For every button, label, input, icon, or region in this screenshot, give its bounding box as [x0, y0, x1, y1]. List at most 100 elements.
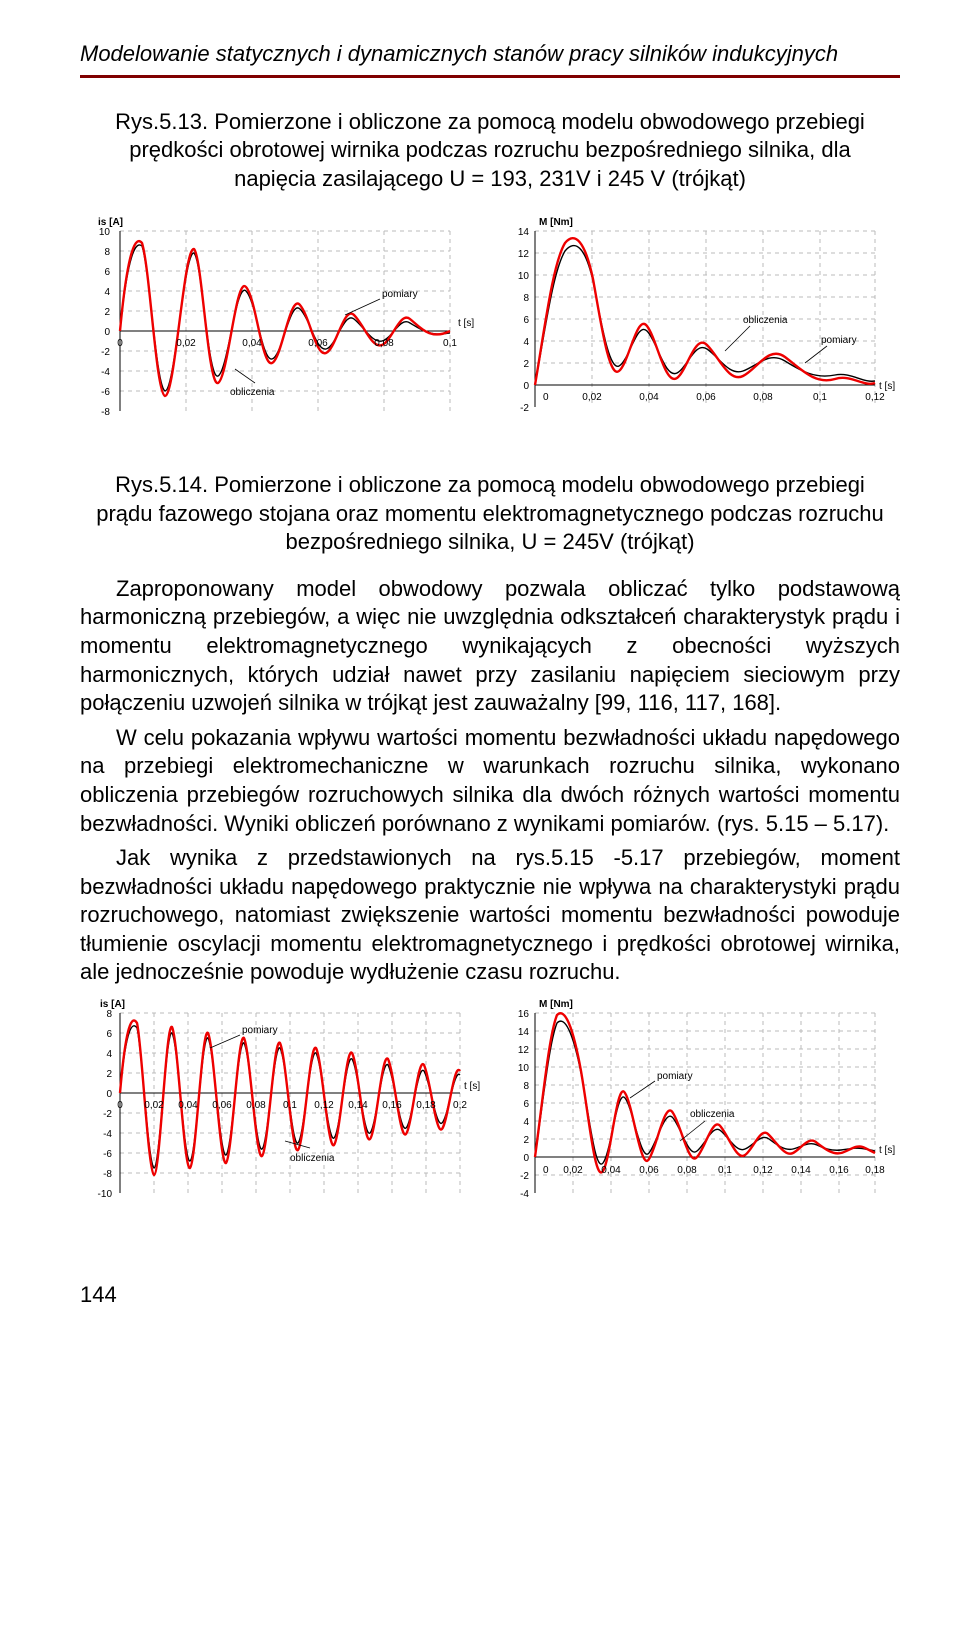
ylabel-is-2: is [A] [100, 999, 125, 1010]
svg-text:-4: -4 [520, 1189, 529, 1200]
svg-text:0,18: 0,18 [865, 1165, 885, 1176]
svg-text:-4: -4 [103, 1129, 112, 1140]
caption-2: Rys.5.14. Pomierzone i obliczone za pomo… [90, 471, 890, 557]
ylabel-M: M [Nm] [539, 217, 573, 228]
ann-obliczenia-3: obliczenia [290, 1153, 335, 1164]
svg-text:0,12: 0,12 [314, 1100, 334, 1111]
svg-text:0,04: 0,04 [178, 1100, 198, 1111]
svg-text:8: 8 [523, 1081, 529, 1092]
svg-text:-2: -2 [520, 1171, 529, 1182]
caption-2-text: Pomierzone i obliczone za pomocą modelu … [96, 472, 884, 554]
para-3: Jak wynika z przedstawionych na rys.5.15… [80, 844, 900, 987]
svg-text:2: 2 [106, 1069, 112, 1080]
svg-text:-10: -10 [98, 1189, 113, 1200]
svg-text:4: 4 [104, 287, 110, 298]
svg-text:2: 2 [523, 1135, 529, 1146]
svg-text:8: 8 [104, 247, 110, 258]
xlabel-t3: t [s] [464, 1081, 480, 1092]
svg-text:4: 4 [523, 1117, 529, 1128]
svg-text:0,08: 0,08 [374, 338, 394, 349]
ylabel-M-2: M [Nm] [539, 999, 573, 1010]
header-title: Modelowanie statycznych i dynamicznych s… [80, 40, 900, 69]
ann-pomiary-3: pomiary [242, 1025, 278, 1036]
svg-text:0,1: 0,1 [718, 1165, 732, 1176]
svg-text:0: 0 [543, 1165, 549, 1176]
svg-text:2: 2 [104, 307, 110, 318]
svg-text:0: 0 [117, 338, 123, 349]
svg-text:16: 16 [518, 1009, 530, 1020]
svg-text:2: 2 [523, 359, 529, 370]
ann-pomiary-2: pomiary [821, 335, 857, 346]
svg-text:0,08: 0,08 [753, 392, 773, 403]
svg-text:0,06: 0,06 [639, 1165, 659, 1176]
svg-text:0,08: 0,08 [246, 1100, 266, 1111]
svg-text:0: 0 [117, 1100, 123, 1111]
svg-text:-2: -2 [101, 347, 110, 358]
svg-text:12: 12 [518, 249, 530, 260]
svg-text:0,02: 0,02 [176, 338, 196, 349]
svg-text:14: 14 [518, 1027, 530, 1038]
svg-text:0: 0 [523, 1153, 529, 1164]
svg-text:0: 0 [543, 392, 549, 403]
ann-pomiary: pomiary [382, 289, 418, 300]
svg-text:8: 8 [523, 293, 529, 304]
svg-text:6: 6 [523, 315, 529, 326]
svg-text:6: 6 [104, 267, 110, 278]
svg-text:0,06: 0,06 [308, 338, 328, 349]
page-number: 144 [80, 1281, 900, 1310]
svg-text:0,1: 0,1 [443, 338, 457, 349]
svg-text:0,04: 0,04 [601, 1165, 621, 1176]
caption-2-label: Rys.5.14. [115, 472, 214, 497]
svg-text:0,2: 0,2 [453, 1100, 467, 1111]
svg-text:0: 0 [523, 381, 529, 392]
svg-text:-8: -8 [103, 1169, 112, 1180]
caption-1-label: Rys.5.13. [115, 109, 214, 134]
svg-text:0,1: 0,1 [283, 1100, 297, 1111]
svg-text:0,06: 0,06 [696, 392, 716, 403]
svg-text:6: 6 [523, 1099, 529, 1110]
chart-2-right: 16 14 12 10 8 6 4 2 0 -2 -4 0 0,02 0,04 0,06 0,… [495, 993, 900, 1241]
para-1: Zaproponowany model obwodowy pozwala obl… [80, 575, 900, 718]
svg-text:0,02: 0,02 [144, 1100, 164, 1111]
svg-text:-2: -2 [520, 403, 529, 414]
svg-text:-4: -4 [101, 367, 110, 378]
svg-text:-8: -8 [101, 407, 110, 418]
svg-text:10: 10 [99, 227, 111, 238]
ann-obliczenia-2: obliczenia [743, 315, 788, 326]
chart-1-right: 1412 108 64 20 -2 00,02 0,040,06 0,080,1… [495, 211, 900, 459]
svg-text:0: 0 [104, 327, 110, 338]
svg-text:0,16: 0,16 [382, 1100, 402, 1111]
svg-text:0,04: 0,04 [242, 338, 262, 349]
xlabel-t2: t [s] [879, 381, 895, 392]
svg-text:0,1: 0,1 [813, 392, 827, 403]
svg-text:0,12: 0,12 [753, 1165, 773, 1176]
charts-row-2: 8 6 4 2 0 -2 -4 -6 -8 -10 0 0,02 0,04 0,06 0,08… [80, 993, 900, 1241]
svg-text:-6: -6 [103, 1149, 112, 1160]
ylabel-is: is [A] [98, 217, 123, 228]
xlabel-t: t [s] [458, 318, 474, 329]
svg-text:0,16: 0,16 [829, 1165, 849, 1176]
svg-text:-2: -2 [103, 1109, 112, 1120]
svg-text:0,18: 0,18 [416, 1100, 436, 1111]
chart-1-left: 10 8 6 4 2 0 -2 -4 -6 -8 0 0,02 0,04 0,06 0,08 0… [80, 211, 485, 459]
svg-text:0,08: 0,08 [677, 1165, 697, 1176]
svg-text:0,04: 0,04 [639, 392, 659, 403]
svg-text:4: 4 [106, 1049, 112, 1060]
svg-text:-6: -6 [101, 387, 110, 398]
ann-obliczenia: obliczenia [230, 387, 275, 398]
svg-text:6: 6 [106, 1029, 112, 1040]
svg-text:0: 0 [106, 1089, 112, 1100]
charts-row-1: 10 8 6 4 2 0 -2 -4 -6 -8 0 0,02 0,04 0,06 0,08 0… [80, 211, 900, 459]
svg-text:0,02: 0,02 [582, 392, 602, 403]
caption-1: Rys.5.13. Pomierzone i obliczone za pomo… [90, 108, 890, 194]
caption-1-text: Pomierzone i obliczone za pomocą modelu … [129, 109, 865, 191]
svg-text:14: 14 [518, 227, 530, 238]
svg-text:0,12: 0,12 [865, 392, 885, 403]
svg-text:10: 10 [518, 1063, 530, 1074]
svg-text:0,02: 0,02 [563, 1165, 583, 1176]
para-2: W celu pokazania wpływu wartości momentu… [80, 724, 900, 838]
svg-text:12: 12 [518, 1045, 530, 1056]
svg-text:0,14: 0,14 [348, 1100, 368, 1111]
ann-pomiary-4: pomiary [657, 1071, 693, 1082]
svg-text:4: 4 [523, 337, 529, 348]
